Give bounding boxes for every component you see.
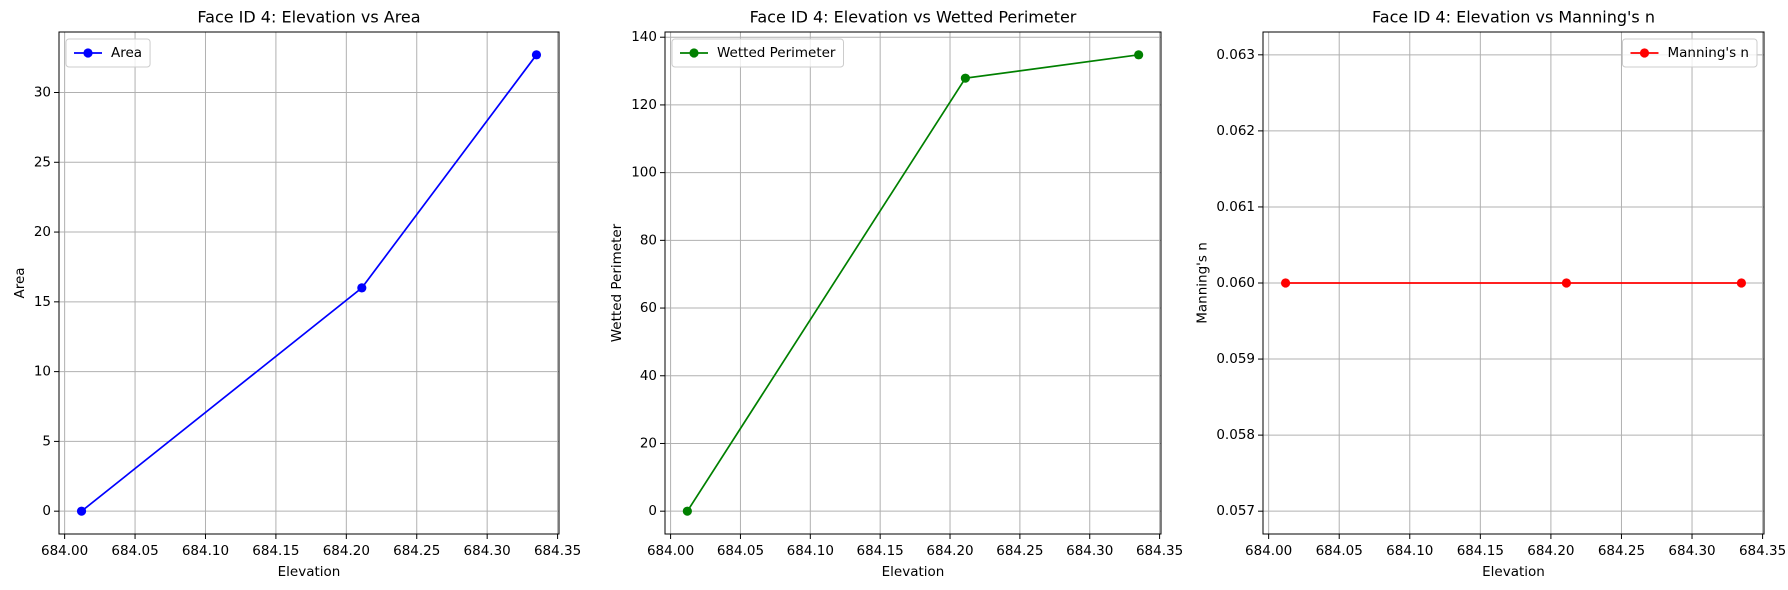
y-tick-label: 40 bbox=[640, 368, 657, 384]
x-tick-label: 684.00 bbox=[647, 543, 694, 559]
legend-label: Manning's n bbox=[1667, 45, 1749, 61]
x-tick-label: 684.10 bbox=[787, 543, 834, 559]
y-tick-label: 120 bbox=[631, 97, 657, 113]
legend: Manning's n bbox=[1621, 38, 1758, 68]
y-tick-label: 0.060 bbox=[1216, 275, 1255, 291]
x-tick-label: 684.20 bbox=[323, 543, 370, 559]
x-tick-label: 684.15 bbox=[857, 543, 904, 559]
x-tick-label: 684.00 bbox=[41, 543, 88, 559]
legend-marker bbox=[83, 48, 93, 58]
axes-frame bbox=[58, 31, 560, 535]
x-tick-label: 684.00 bbox=[1245, 543, 1292, 559]
x-tick-label: 684.05 bbox=[717, 543, 764, 559]
legend-marker bbox=[1639, 48, 1650, 58]
y-tick-label: 25 bbox=[34, 154, 51, 170]
x-tick-label: 684.20 bbox=[926, 543, 973, 559]
data-point bbox=[531, 50, 542, 60]
y-tick-label: 20 bbox=[640, 435, 657, 451]
y-tick-label: 20 bbox=[34, 224, 51, 240]
chart-title: Face ID 4: Elevation vs Wetted Perimeter bbox=[750, 8, 1077, 27]
y-tick-label: 60 bbox=[640, 300, 657, 316]
y-axis-label: Manning's n bbox=[1194, 242, 1210, 324]
data-point bbox=[1736, 278, 1747, 288]
legend-box bbox=[65, 38, 151, 68]
y-tick-label: 0.063 bbox=[1216, 47, 1255, 63]
x-tick-label: 684.30 bbox=[464, 543, 511, 559]
x-tick-label: 684.35 bbox=[534, 543, 581, 559]
x-tick-label: 684.35 bbox=[1739, 543, 1786, 559]
data-point bbox=[1561, 278, 1572, 288]
y-tick-label: 140 bbox=[631, 29, 657, 45]
legend-label: Wetted Perimeter bbox=[717, 45, 836, 61]
legend-marker bbox=[689, 48, 699, 58]
data-point bbox=[1280, 278, 1291, 288]
y-tick-label: 15 bbox=[34, 294, 51, 310]
x-tick-label: 684.25 bbox=[1598, 543, 1645, 559]
x-tick-label: 684.05 bbox=[1316, 543, 1363, 559]
y-tick-label: 0.062 bbox=[1216, 123, 1255, 139]
legend-label: Area bbox=[111, 45, 142, 61]
x-tick-label: 684.15 bbox=[252, 543, 299, 559]
legend: Area bbox=[65, 38, 151, 68]
x-tick-label: 684.20 bbox=[1527, 543, 1574, 559]
x-axis-label: Elevation bbox=[882, 564, 945, 580]
x-tick-label: 684.15 bbox=[1457, 543, 1504, 559]
y-tick-label: 0 bbox=[648, 503, 657, 519]
legend-box bbox=[1621, 38, 1758, 68]
y-axis-label: Wetted Perimeter bbox=[609, 223, 625, 342]
data-point bbox=[960, 73, 970, 83]
x-tick-label: 684.30 bbox=[1668, 543, 1715, 559]
data-point bbox=[357, 283, 367, 293]
x-tick-label: 684.10 bbox=[182, 543, 229, 559]
data-point bbox=[682, 506, 692, 516]
x-tick-label: 684.10 bbox=[1386, 543, 1433, 559]
plot-area bbox=[665, 32, 1161, 534]
x-tick-label: 684.25 bbox=[996, 543, 1043, 559]
y-tick-label: 0 bbox=[42, 503, 51, 519]
x-axis-label: Elevation bbox=[1482, 564, 1545, 580]
y-axis-label: Area bbox=[12, 267, 28, 298]
chart-title: Face ID 4: Elevation vs Area bbox=[197, 8, 420, 27]
y-tick-label: 5 bbox=[42, 433, 51, 449]
y-tick-label: 0.061 bbox=[1216, 199, 1255, 215]
y-tick-label: 10 bbox=[34, 364, 51, 380]
x-axis-label: Elevation bbox=[278, 564, 341, 580]
plot-area bbox=[59, 32, 559, 534]
axes-frame bbox=[664, 31, 1162, 535]
data-point bbox=[1134, 50, 1144, 60]
axes-frame bbox=[1262, 31, 1765, 535]
y-tick-label: 0.058 bbox=[1216, 427, 1255, 443]
legend: Wetted Perimeter bbox=[671, 38, 844, 68]
y-tick-label: 0.057 bbox=[1216, 503, 1255, 519]
y-tick-label: 80 bbox=[640, 232, 657, 248]
y-tick-label: 0.059 bbox=[1216, 351, 1255, 367]
y-tick-label: 100 bbox=[631, 165, 657, 181]
x-tick-label: 684.25 bbox=[393, 543, 440, 559]
y-tick-label: 30 bbox=[34, 84, 51, 100]
x-tick-label: 684.30 bbox=[1066, 543, 1113, 559]
chart-title: Face ID 4: Elevation vs Manning's n bbox=[1372, 8, 1655, 27]
x-tick-label: 684.05 bbox=[111, 543, 158, 559]
legend-box bbox=[671, 38, 844, 68]
x-tick-label: 684.35 bbox=[1136, 543, 1183, 559]
data-point bbox=[76, 506, 87, 516]
